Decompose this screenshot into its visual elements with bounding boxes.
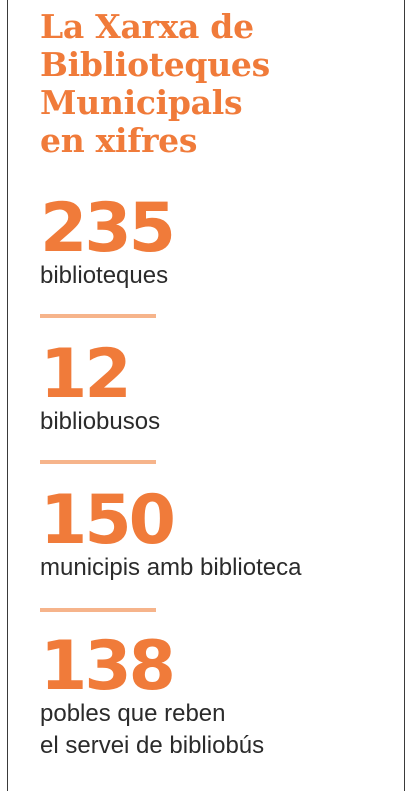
stat-divider bbox=[40, 608, 156, 612]
content-column: La Xarxa de Biblioteques Municipals en x… bbox=[40, 8, 396, 762]
stat-label: biblioteques bbox=[40, 262, 169, 289]
stat-divider bbox=[40, 314, 156, 318]
stat-libraries: 235 biblioteques bbox=[40, 189, 396, 292]
stat-label: bibliobusos bbox=[40, 408, 161, 435]
stat-number: 150 bbox=[40, 481, 176, 560]
stat-municipalities: 150 municipis amb biblioteca bbox=[40, 481, 396, 584]
stat-mobile-libraries: 12 bibliobusos bbox=[40, 335, 396, 438]
stat-number: 235 bbox=[40, 189, 176, 268]
left-vertical-rule bbox=[7, 0, 8, 791]
page-title: La Xarxa de Biblioteques Municipals en x… bbox=[40, 7, 270, 160]
stat-divider bbox=[40, 460, 156, 464]
stat-number: 138 bbox=[40, 627, 176, 706]
stat-towns-served: 138 pobles que reben el servei de biblio… bbox=[40, 627, 396, 762]
right-vertical-rule bbox=[404, 0, 405, 791]
stat-label: pobles que reben el servei de bibliobús bbox=[40, 700, 265, 759]
stat-label: municipis amb biblioteca bbox=[40, 554, 302, 581]
stat-number: 12 bbox=[40, 335, 132, 414]
